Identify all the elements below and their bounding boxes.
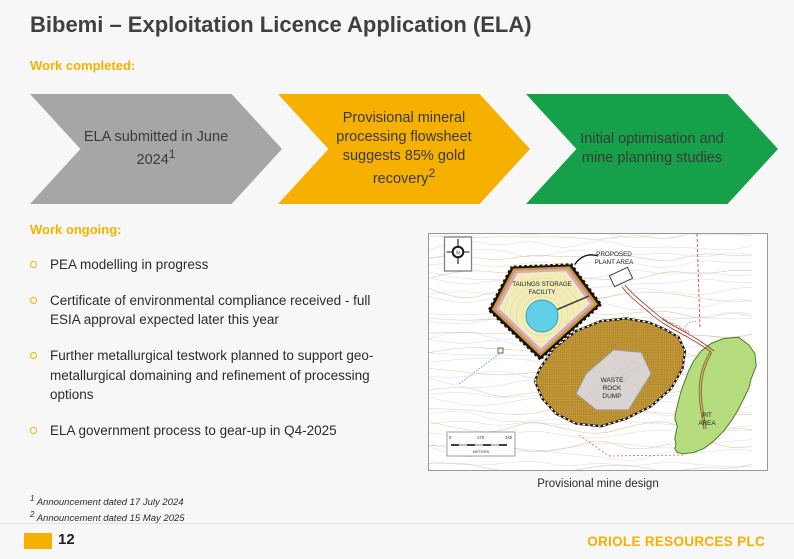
svg-text:AREA: AREA [698, 420, 716, 427]
svg-text:170: 170 [477, 435, 485, 440]
svg-text:METERS: METERS [473, 449, 490, 454]
svg-text:DUMP: DUMP [602, 393, 621, 400]
svg-text:340: 340 [505, 435, 513, 440]
svg-text:PLANT AREA: PLANT AREA [595, 259, 635, 266]
svg-text:PIT: PIT [702, 412, 712, 419]
svg-text:N: N [456, 250, 460, 256]
svg-text:FACILITY: FACILITY [529, 289, 556, 296]
svg-text:TAILINGS STORAGE: TAILINGS STORAGE [512, 281, 572, 288]
svg-text:WASTE: WASTE [601, 377, 625, 384]
svg-text:ROCK: ROCK [603, 385, 622, 392]
svg-text:PROPOSED: PROPOSED [596, 251, 632, 258]
